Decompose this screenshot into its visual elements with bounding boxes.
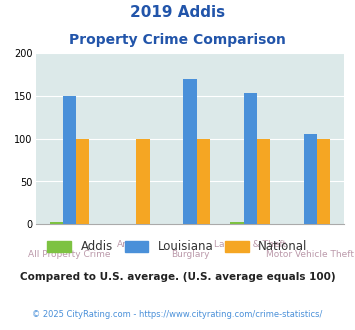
Bar [257,139,270,224]
Bar [50,222,63,224]
Bar [304,134,317,224]
Bar [136,139,149,224]
Text: © 2025 CityRating.com - https://www.cityrating.com/crime-statistics/: © 2025 CityRating.com - https://www.city… [32,310,323,319]
Bar [230,222,244,224]
Text: All Property Crime: All Property Crime [28,250,111,259]
Legend: Addis, Louisiana, National: Addis, Louisiana, National [44,237,311,257]
Text: Motor Vehicle Theft: Motor Vehicle Theft [267,250,354,259]
Bar [183,79,197,224]
Text: Arson: Arson [117,240,143,249]
Bar [317,139,330,224]
Text: Compared to U.S. average. (U.S. average equals 100): Compared to U.S. average. (U.S. average … [20,272,335,282]
Text: Property Crime Comparison: Property Crime Comparison [69,33,286,47]
Bar [76,139,89,224]
Text: Burglary: Burglary [171,250,209,259]
Text: Larceny & Theft: Larceny & Theft [214,240,286,249]
Bar [197,139,210,224]
Text: 2019 Addis: 2019 Addis [130,5,225,20]
Bar [63,96,76,224]
Bar [244,93,257,224]
